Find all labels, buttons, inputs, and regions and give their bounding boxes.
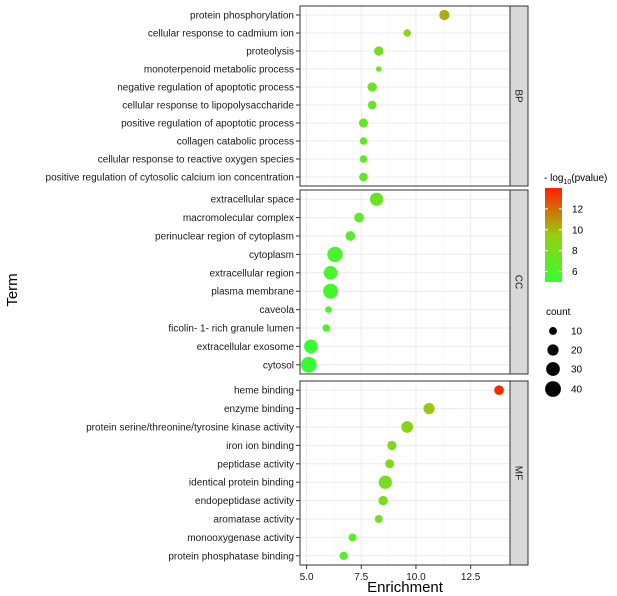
x-tick-label: 10.0 — [406, 572, 426, 583]
point-cc-6 — [323, 283, 339, 299]
term-label: extracellular space — [211, 195, 295, 206]
point-cc-10 — [300, 356, 317, 373]
term-label: iron ion binding — [226, 441, 294, 452]
point-mf-4 — [387, 440, 397, 451]
y-axis-title: Term — [4, 273, 21, 306]
term-label: positive regulation of cytosolic calcium… — [46, 173, 294, 184]
point-cc-9 — [304, 339, 318, 354]
point-mf-3 — [401, 421, 414, 433]
facet-panel-mf: heme binding enzyme binding protein serine… — [86, 380, 529, 566]
size-legend-title: count — [546, 307, 571, 318]
color-legend-title: - log10(pvalue) — [544, 173, 607, 186]
facet-panel-bp: protein phosphorylation cellular response… — [46, 5, 529, 187]
point-mf-5 — [385, 459, 395, 469]
point-bp-2 — [403, 29, 411, 37]
facet-strip — [509, 380, 529, 566]
facet-panels: protein phosphorylation cellular response… — [46, 5, 529, 566]
panel-background — [300, 381, 510, 565]
term-label: positive regulation of apoptotic process — [121, 119, 294, 130]
term-label: heme binding — [234, 386, 294, 397]
point-cc-2 — [354, 212, 364, 223]
point-mf-7 — [378, 495, 388, 506]
color-legend: - log10(pvalue) 6 8 10 12 — [544, 173, 607, 282]
color-bar-tick-label: 6 — [572, 267, 578, 278]
term-label: protein phosphorylation — [190, 11, 294, 22]
facet-strip — [509, 189, 529, 375]
term-label: identical protein binding — [189, 478, 294, 489]
term-label: peptidase activity — [217, 459, 294, 470]
facet-strip-label: BP — [513, 89, 524, 103]
point-mf-9 — [348, 533, 357, 542]
point-cc-8 — [322, 324, 330, 332]
point-cc-7 — [325, 306, 332, 313]
point-bp-9 — [359, 155, 368, 163]
point-bp-5 — [367, 82, 377, 92]
term-label: cytoplasm — [249, 250, 294, 261]
point-bp-8 — [359, 137, 368, 145]
point-cc-4 — [327, 246, 343, 263]
term-label: protein phosphatase binding — [168, 551, 294, 562]
size-legend-label: 20 — [571, 346, 583, 357]
x-tick-label: 7.5 — [354, 572, 368, 583]
point-mf-2 — [423, 403, 435, 415]
point-bp-6 — [367, 100, 377, 110]
size-legend-circle — [545, 381, 561, 397]
term-label: cytosol — [263, 360, 294, 371]
color-bar-tick-label: 12 — [572, 204, 584, 215]
point-mf-6 — [378, 475, 392, 489]
panel-background — [300, 190, 510, 374]
point-bp-10 — [359, 172, 368, 182]
facet-strip-label: MF — [513, 466, 524, 480]
facet-strip-label: CC — [513, 275, 524, 289]
size-legend-circle — [547, 344, 559, 356]
color-bar — [545, 188, 562, 282]
point-bp-1 — [439, 9, 450, 21]
point-bp-4 — [375, 66, 382, 72]
x-tick-label: 5.0 — [300, 572, 314, 583]
term-label: cellular response to cadmium ion — [148, 29, 294, 40]
size-legend-circle — [549, 327, 557, 335]
x-tick-label: 12.5 — [461, 572, 481, 583]
term-label: extracellular region — [210, 268, 295, 279]
size-legend-label: 10 — [571, 327, 583, 338]
size-legend-label: 40 — [571, 385, 583, 396]
term-label: cellular response to lipopolysaccharide — [122, 101, 294, 112]
size-legend-items: 10 20 30 40 — [545, 327, 583, 397]
point-mf-8 — [374, 515, 383, 523]
color-bar-tick-label: 8 — [572, 246, 578, 257]
color-bar-tick-label: 10 — [572, 225, 584, 236]
point-cc-3 — [345, 231, 356, 241]
x-axis: 5.0 7.5 10.0 12.5 — [300, 565, 481, 583]
term-label: macromolecular complex — [183, 213, 294, 224]
color-bar-ticks: 6 8 10 12 — [545, 204, 584, 278]
term-label: proteolysis — [246, 47, 294, 58]
point-bp-7 — [358, 118, 368, 128]
facet-strip — [509, 5, 529, 187]
term-label: negative regulation of apoptotic process — [117, 83, 294, 94]
term-label: protein serine/threonine/tyrosine kinase… — [86, 423, 294, 434]
point-bp-3 — [374, 46, 384, 56]
facet-panel-cc: extracellular space macromolecular comple… — [155, 189, 529, 375]
point-cc-5 — [323, 265, 338, 280]
term-label: extracellular exosome — [197, 342, 295, 353]
term-label: caveola — [260, 305, 295, 316]
x-axis-title: Enrichment — [367, 579, 444, 596]
size-legend: count 10 20 30 40 — [545, 307, 583, 397]
term-label: ficolin- 1- rich granule lumen — [168, 324, 294, 335]
size-legend-circle — [546, 362, 560, 376]
point-cc-1 — [369, 192, 384, 206]
point-mf-1 — [494, 385, 504, 396]
point-mf-10 — [339, 551, 348, 560]
term-label: perinuclear region of cytoplasm — [155, 232, 294, 243]
term-label: monooxygenase activity — [187, 533, 294, 544]
term-label: endopeptidase activity — [195, 496, 294, 507]
size-legend-label: 30 — [571, 365, 583, 376]
term-label: monoterpenoid metabolic process — [144, 65, 294, 76]
term-label: cellular response to reactive oxygen spe… — [98, 155, 294, 166]
term-label: enzyme binding — [224, 404, 294, 415]
term-label: aromatase activity — [213, 515, 294, 526]
term-label: plasma membrane — [211, 287, 294, 298]
term-label: collagen catabolic process — [177, 137, 294, 148]
